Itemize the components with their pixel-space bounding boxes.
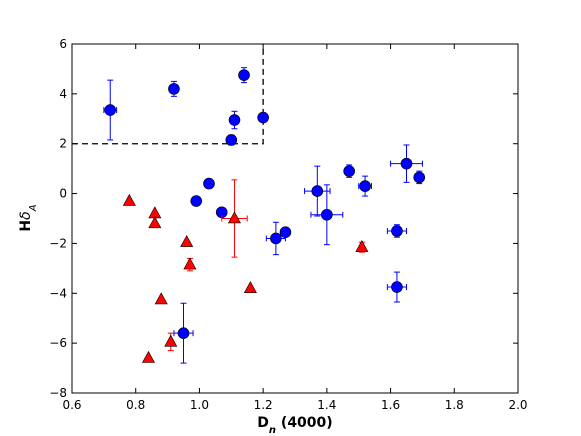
x-tick-label: 1.8 — [445, 398, 464, 412]
boundary-layer — [72, 44, 264, 145]
data-point-circle — [177, 327, 190, 339]
x-tick-label: 1.4 — [317, 398, 336, 412]
y-tick-label: −8 — [49, 386, 67, 400]
y-tick-label: 6 — [59, 37, 67, 51]
marks-layer — [103, 67, 426, 364]
x-tick-label: 1.0 — [190, 398, 209, 412]
data-point-circle — [228, 114, 241, 126]
data-point-circle — [391, 281, 403, 293]
data-point-triangle — [243, 281, 257, 294]
y-tick-label: −4 — [49, 286, 67, 300]
data-point-circle — [257, 111, 269, 124]
data-point-triangle — [227, 211, 241, 224]
data-point-circle — [321, 208, 333, 221]
series-circles — [103, 67, 426, 364]
y-tick-label: 4 — [59, 87, 67, 101]
y-axis-title: HδA — [18, 204, 39, 231]
data-point-circle — [391, 225, 403, 237]
y-tick-label: −2 — [49, 236, 67, 250]
data-point-triangle — [180, 234, 194, 247]
plot-frame — [71, 43, 519, 394]
x-axis-title: Dn (4000) — [257, 415, 332, 436]
data-point-circle — [311, 185, 324, 197]
data-point-circle — [190, 195, 203, 207]
data-point-triangle — [164, 334, 178, 347]
data-point-circle — [203, 177, 215, 190]
data-point-circle — [168, 83, 180, 95]
y-tick-label: 0 — [59, 187, 67, 201]
x-tick-label: 0.6 — [62, 398, 81, 412]
y-tick-label: −6 — [49, 336, 67, 350]
y-tick-label: 2 — [59, 137, 67, 151]
series-triangles — [122, 179, 369, 363]
data-point-circle — [400, 157, 413, 170]
data-point-circle — [413, 171, 426, 184]
data-point-circle — [359, 180, 371, 192]
data-point-triangle — [154, 292, 168, 305]
data-point-triangle — [355, 239, 369, 252]
ticks-layer: 0.6 0.8 1.0 1.2 1.4 1.6 1.8 2.0 −8 −6 −4 −2 0 2 4 6 — [49, 37, 527, 412]
data-point-triangle — [148, 216, 162, 229]
data-point-circle — [225, 134, 238, 146]
data-point-circle — [270, 232, 282, 245]
data-point-circle — [104, 104, 117, 116]
x-tick-label: 2.0 — [508, 398, 527, 412]
data-point-circle — [279, 226, 292, 239]
x-tick-label: 0.8 — [126, 398, 145, 412]
x-tick-label: 1.6 — [381, 398, 400, 412]
data-point-triangle — [141, 350, 155, 363]
dashed-boundary-line — [72, 44, 264, 145]
data-point-triangle — [122, 193, 136, 206]
data-point-circle — [238, 69, 250, 81]
data-point-triangle — [183, 257, 197, 270]
data-point-circle — [343, 165, 355, 177]
x-tick-label: 1.2 — [254, 398, 273, 412]
